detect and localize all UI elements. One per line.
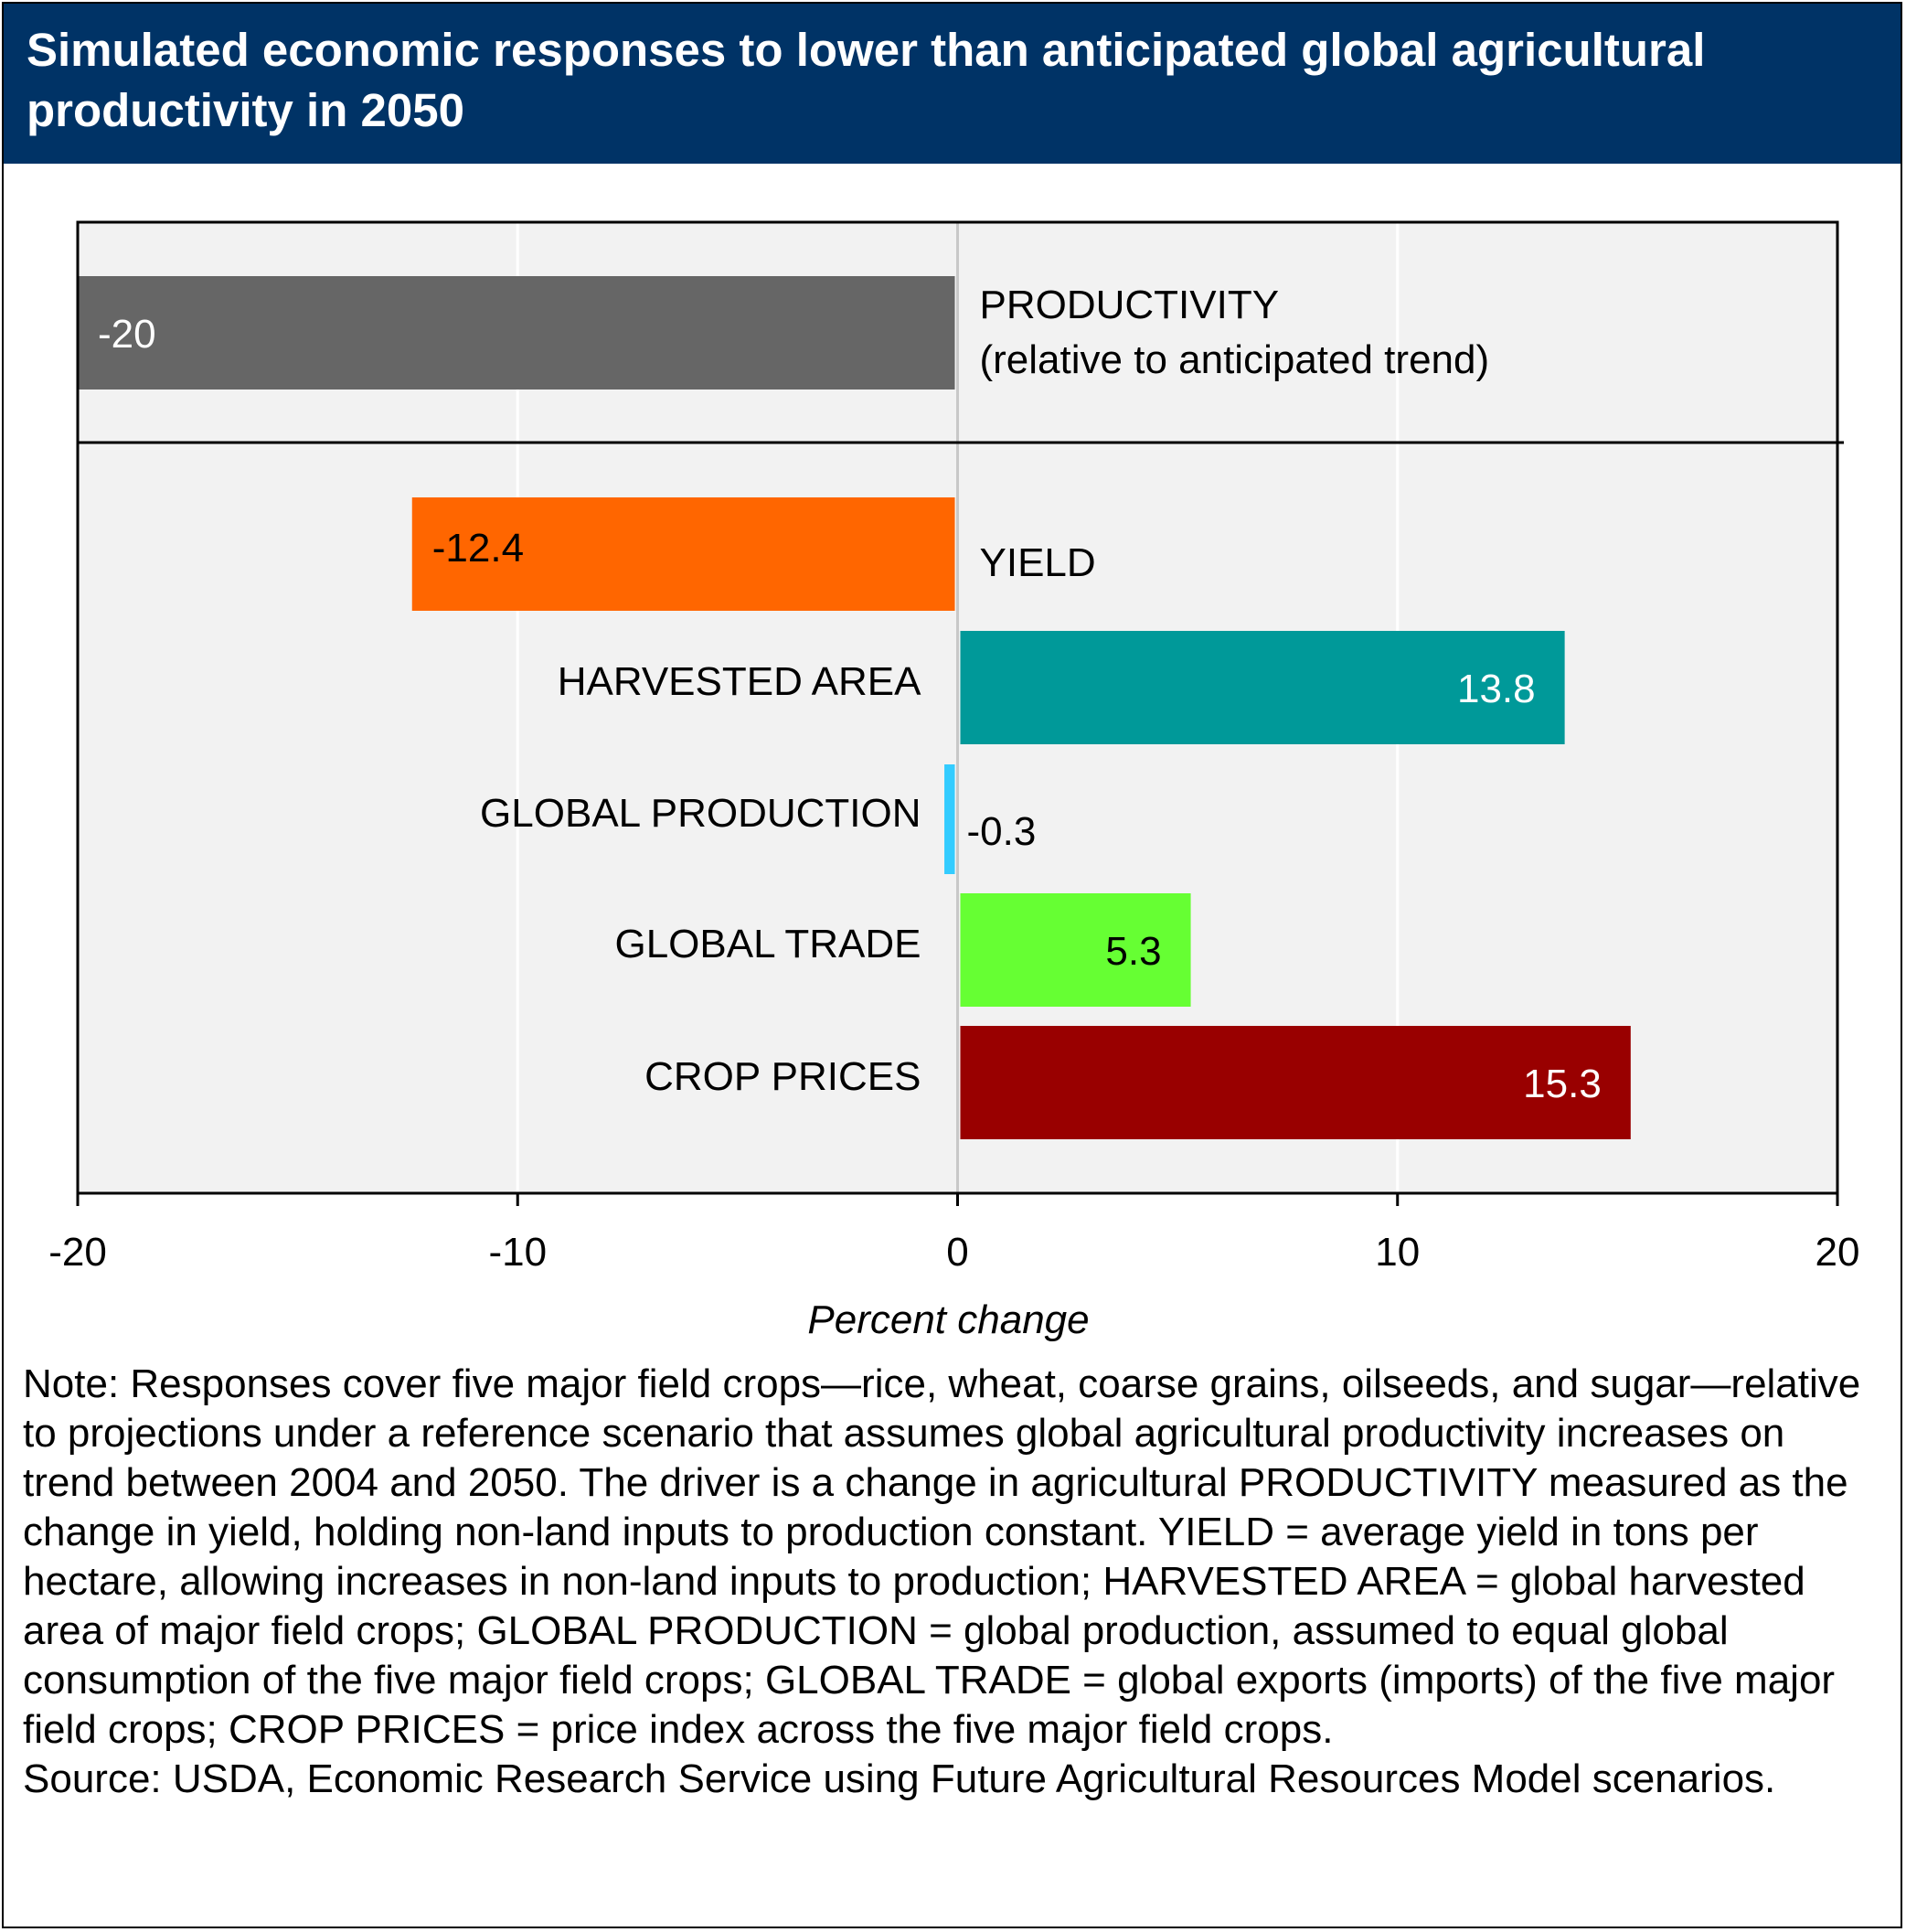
bar — [960, 893, 1191, 1007]
x-tick-label: 10 — [1375, 1230, 1420, 1275]
x-tick-label: 0 — [946, 1230, 968, 1275]
chart-title: Simulated economic responses to lower th… — [27, 24, 1706, 136]
chart-note: Note: Responses cover five major field c… — [23, 1361, 1861, 1752]
bar — [944, 764, 955, 874]
category-label: CROP PRICES — [644, 1054, 921, 1099]
bar — [78, 276, 955, 390]
bar — [411, 497, 955, 611]
notes-block: Note: Responses cover five major field c… — [23, 1360, 1879, 1804]
data-label: -20 — [98, 312, 156, 357]
chart-source: Source: USDA, Economic Research Service … — [23, 1756, 1776, 1801]
bar — [960, 1026, 1631, 1139]
data-label: -12.4 — [432, 526, 524, 571]
x-tick-label: 20 — [1815, 1230, 1860, 1275]
category-label: GLOBAL TRADE — [614, 922, 921, 966]
category-label: YIELD — [980, 540, 1096, 585]
data-label: 15.3 — [1523, 1062, 1602, 1106]
x-tick-label: -10 — [488, 1230, 547, 1275]
bar-chart: -20 -12.4 13.8 -0.3 5.3 15.3 PRODUCTIVITY (rela… — [48, 220, 1860, 1342]
category-label: (relative to anticipated trend) — [980, 337, 1490, 382]
category-label: PRODUCTIVITY — [980, 283, 1280, 327]
x-axis-title: Percent change — [807, 1297, 1089, 1342]
bar — [960, 631, 1565, 744]
category-label: HARVESTED AREA — [558, 659, 921, 704]
title-banner: Simulated economic responses to lower th… — [4, 4, 1901, 164]
data-label: -0.3 — [967, 809, 1037, 854]
data-label: 13.8 — [1457, 667, 1536, 711]
category-label: GLOBAL PRODUCTION — [480, 791, 921, 836]
x-tick-label: -20 — [48, 1230, 107, 1275]
data-label: 5.3 — [1105, 929, 1161, 974]
